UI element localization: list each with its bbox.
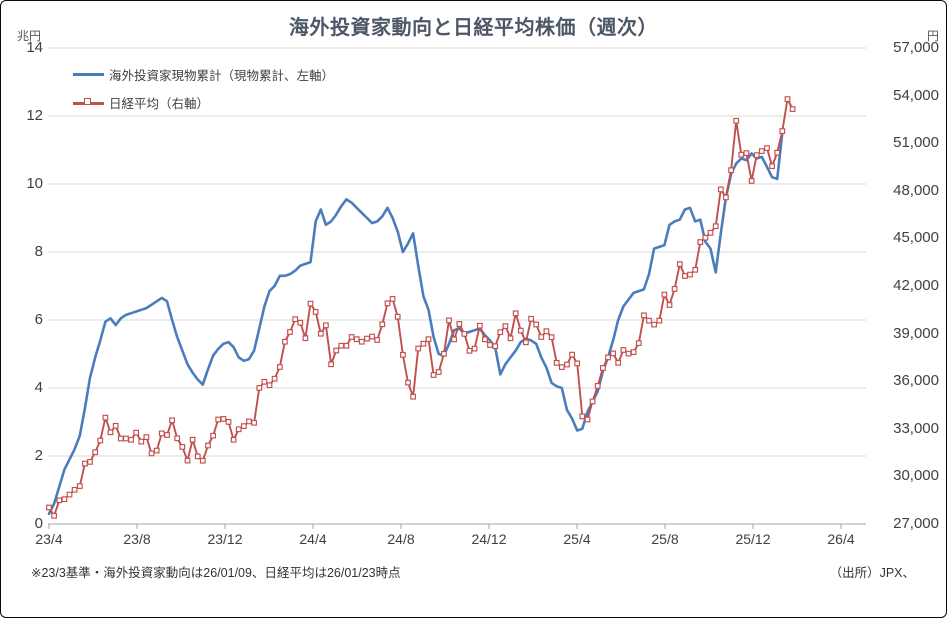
axis-tick-label: 57,000 — [893, 39, 939, 56]
red-line-square-swatch-icon — [73, 91, 104, 113]
axis-tick-label: 2 — [34, 447, 43, 464]
axis-tick-label: 23/8 — [123, 531, 151, 547]
axis-tick-label: 23/4 — [35, 531, 63, 547]
axis-tick-label: 26/4 — [827, 531, 855, 547]
axis-tick-label: 14 — [26, 39, 43, 56]
axis-tick-label: 4 — [34, 379, 43, 396]
axis-tick-label: 25/8 — [651, 531, 679, 547]
chart-title: 海外投資家動向と日経平均株価（週次） — [289, 17, 658, 39]
axis-tick-label: 10 — [26, 175, 43, 192]
axis-tick-label: 39,000 — [893, 324, 939, 342]
right-axis-unit: 円 — [926, 29, 939, 43]
legend-label-foreign: 海外投資家現物累計（現物累計、左軸） — [109, 68, 335, 83]
axis-tick-label: 6 — [34, 311, 43, 328]
chart-legend: 海外投資家現物累計（現物累計、左軸） 日経平均（右軸） — [73, 63, 334, 119]
axis-tick-label: 27,000 — [893, 515, 939, 532]
legend-item-nikkei: 日経平均（右軸） — [73, 91, 334, 113]
axis-tick-label: 51,000 — [893, 134, 939, 152]
axis-tick-label: 42,000 — [893, 277, 939, 294]
left-axis-unit: 兆円 — [17, 29, 42, 43]
source-note: （出所）JPX、 — [829, 566, 915, 580]
axis-tick-label: 25/12 — [735, 531, 771, 547]
axis-tick-label: 23/12 — [207, 531, 243, 547]
axis-tick-label: 0 — [34, 515, 43, 532]
axis-tick-label: 36,000 — [893, 372, 939, 390]
axis-tick-label: 24/12 — [471, 531, 507, 547]
axis-tick-label: 24/4 — [299, 531, 327, 547]
legend-item-foreign: 海外投資家現物累計（現物累計、左軸） — [73, 63, 334, 85]
axis-tick-label: 25/4 — [563, 531, 591, 547]
axis-tick-label: 8 — [34, 243, 43, 260]
legend-label-nikkei: 日経平均（右軸） — [109, 96, 210, 111]
axis-tick-label: 45,000 — [893, 229, 939, 247]
axis-tick-label: 12 — [26, 107, 43, 124]
axis-tick-label: 30,000 — [893, 467, 939, 485]
axis-tick-label: 24/8 — [387, 531, 415, 547]
blue-line-swatch-icon — [73, 63, 104, 85]
axis-tick-label: 54,000 — [893, 86, 939, 104]
axis-tick-label: 48,000 — [893, 181, 939, 199]
axis-tick-label: 33,000 — [893, 419, 939, 437]
footnote: ※23/3基準・海外投資家動向は26/01/09、日経平均は26/01/23時点 — [31, 566, 401, 580]
